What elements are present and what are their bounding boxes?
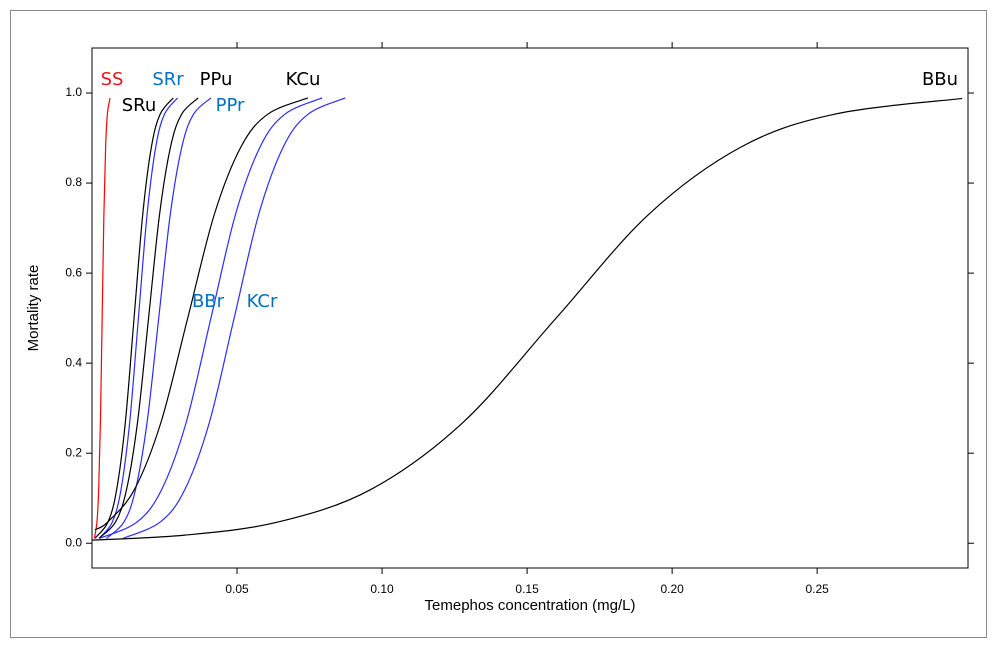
y-tick-label: 0.0 — [65, 535, 82, 549]
curve — [93, 97, 111, 539]
x-tick-label: 0.25 — [805, 582, 829, 596]
x-tick-label: 0.20 — [660, 582, 684, 596]
curve-label: SRr — [152, 69, 184, 90]
curve — [123, 97, 346, 539]
curve — [94, 97, 309, 531]
y-tick-label: 0.4 — [65, 355, 82, 369]
curve — [99, 97, 323, 539]
curve — [94, 97, 174, 539]
curve — [91, 97, 963, 541]
y-tick-label: 0.8 — [65, 175, 82, 189]
curve-label: BBu — [922, 69, 958, 90]
curve-label: SS — [101, 69, 124, 90]
curve — [106, 97, 212, 539]
x-tick-label: 0.15 — [515, 582, 539, 596]
curve-label: PPu — [200, 69, 233, 90]
curve-label: KCu — [286, 69, 321, 90]
plot-area — [91, 47, 969, 569]
curve-label: KCr — [247, 291, 278, 312]
curve-label: BBr — [192, 291, 225, 312]
frame — [10, 10, 987, 638]
x-tick-label: 0.10 — [370, 582, 394, 596]
curve — [98, 97, 179, 539]
y-tick-label: 0.2 — [65, 445, 82, 459]
y-axis-label: Mortality rate — [25, 265, 42, 352]
curve-label: PPr — [216, 95, 245, 116]
y-tick-label: 0.6 — [65, 265, 82, 279]
x-axis-label: Temephos concentration (mg/L) — [425, 597, 636, 614]
y-tick-label: 1.0 — [65, 85, 82, 99]
curve — [98, 97, 199, 539]
x-tick-label: 0.05 — [225, 582, 249, 596]
curve-label: SRu — [122, 95, 157, 116]
